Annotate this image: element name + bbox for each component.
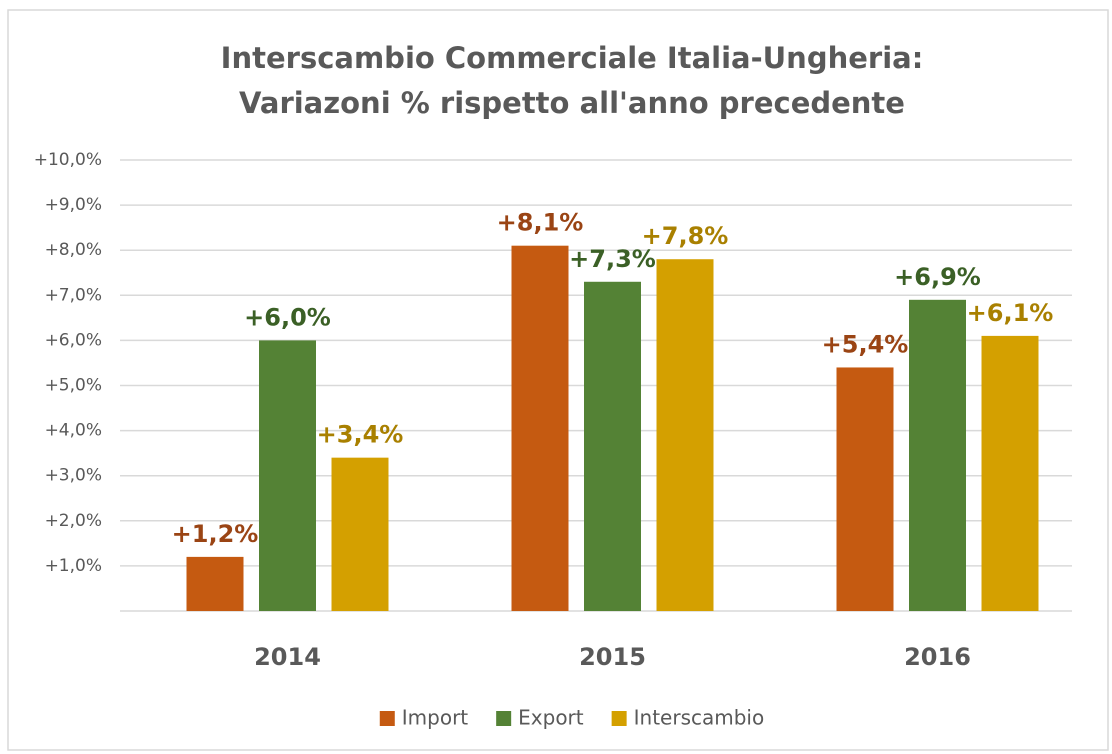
data-label: +5,4% — [822, 330, 909, 358]
data-label: +7,3% — [569, 245, 656, 273]
bar — [836, 367, 894, 611]
y-tick-label: +4,0% — [45, 421, 102, 441]
legend-swatch — [611, 711, 627, 726]
x-tick-label: 2014 — [254, 643, 321, 671]
y-tick-label: +2,0% — [45, 511, 102, 531]
legend-label: Export — [518, 706, 584, 730]
data-label: +3,4% — [317, 421, 404, 449]
bar — [331, 457, 389, 611]
y-tick-label: +10,0% — [34, 150, 102, 170]
data-label: +6,1% — [967, 299, 1054, 327]
chart-title: Variazoni % rispetto all'anno precedente — [239, 86, 905, 120]
bar — [259, 340, 316, 611]
legend-label: Interscambio — [634, 706, 765, 730]
y-tick-label: +5,0% — [45, 376, 102, 396]
y-tick-label: +6,0% — [45, 330, 102, 350]
y-tick-label: +7,0% — [45, 285, 102, 305]
y-tick-label: +8,0% — [45, 240, 102, 260]
bar — [909, 299, 966, 611]
y-tick-label: +1,0% — [45, 556, 102, 576]
bar — [584, 281, 641, 611]
legend-swatch — [496, 711, 512, 726]
y-tick-label: +9,0% — [45, 195, 102, 215]
legend-label: Import — [402, 706, 469, 730]
data-label: +7,8% — [642, 222, 729, 250]
bar — [511, 245, 569, 611]
bar — [186, 556, 244, 611]
bar — [981, 335, 1039, 611]
data-label: +8,1% — [497, 209, 584, 237]
bar — [656, 259, 714, 611]
x-tick-label: 2016 — [904, 643, 971, 671]
y-tick-label: +3,0% — [45, 466, 102, 486]
x-tick-label: 2015 — [579, 643, 646, 671]
data-label: +1,2% — [172, 520, 259, 548]
legend-swatch — [379, 711, 395, 726]
chart-title: Interscambio Commerciale Italia-Ungheria… — [221, 41, 924, 75]
data-label: +6,0% — [244, 303, 331, 331]
data-label: +6,9% — [894, 263, 981, 291]
